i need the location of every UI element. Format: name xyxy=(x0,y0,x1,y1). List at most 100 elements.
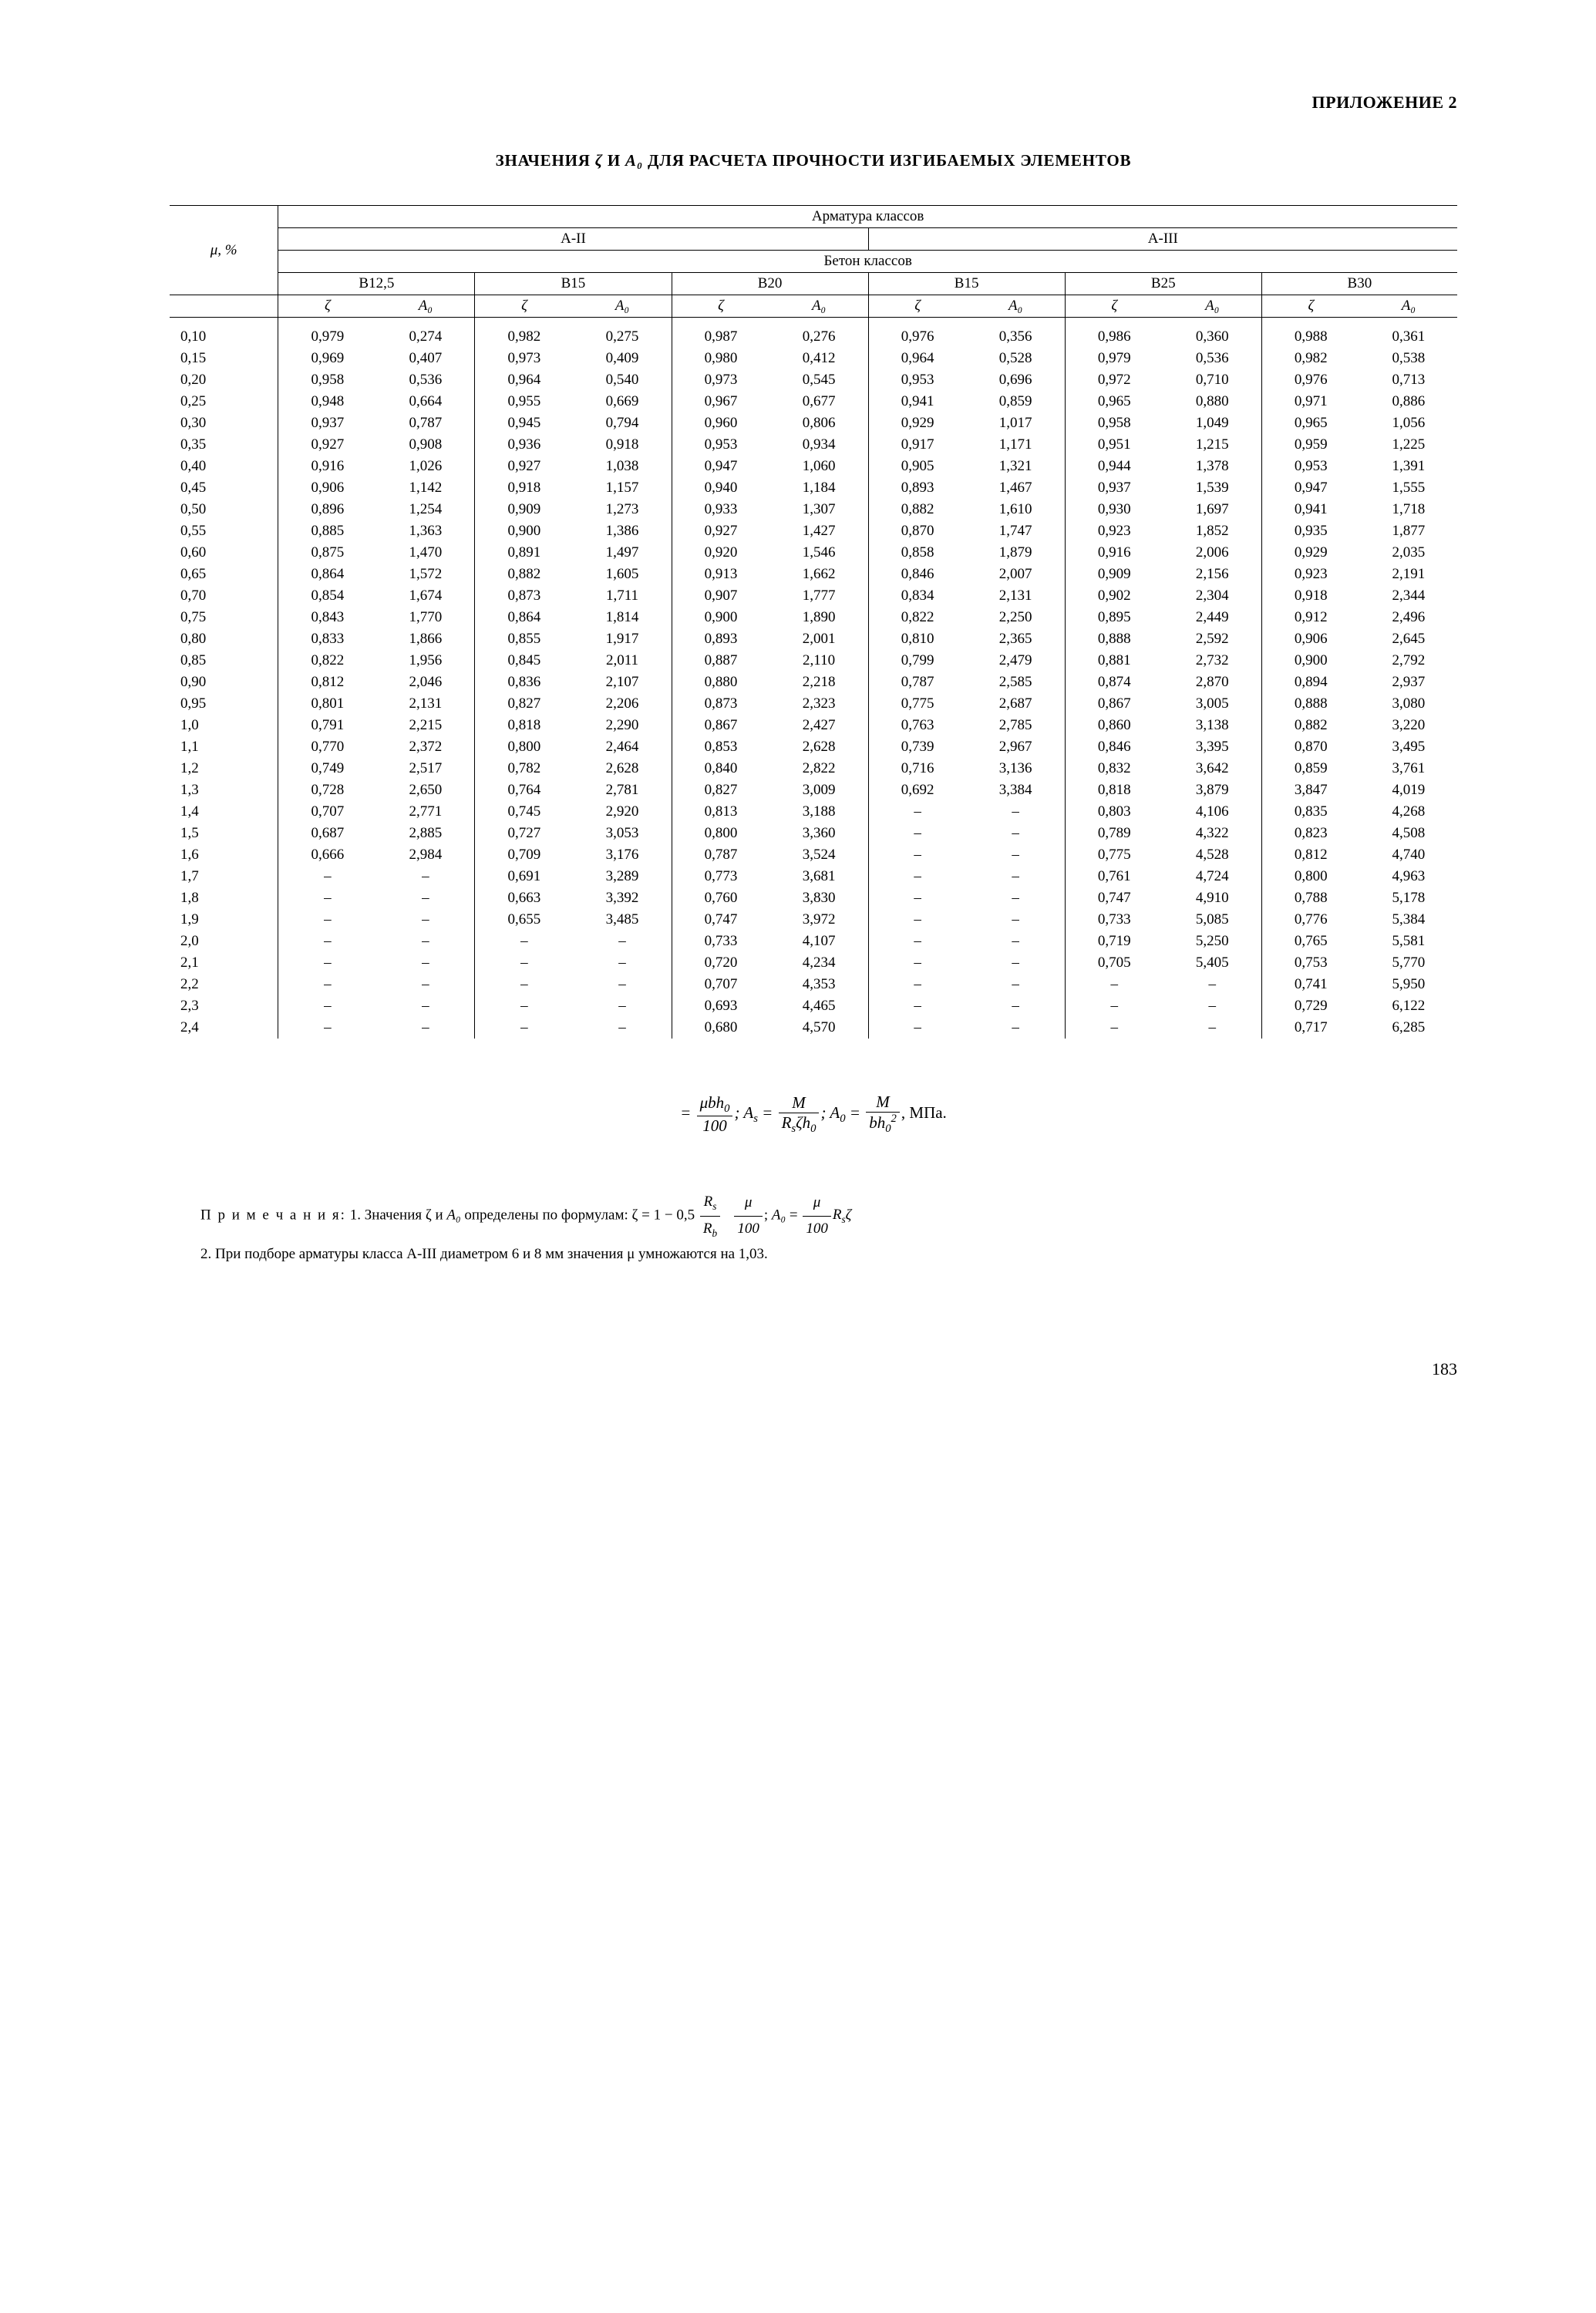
cell: 0,913 xyxy=(672,564,770,585)
cell: 0,909 xyxy=(475,499,574,520)
cell: 0,896 xyxy=(278,499,377,520)
cell: 0,834 xyxy=(868,585,967,607)
cell: 1,470 xyxy=(376,542,475,564)
mu: μ xyxy=(813,1194,821,1210)
cell: – xyxy=(376,974,475,995)
cell: 0,934 xyxy=(770,434,869,456)
cell: 2,011 xyxy=(573,650,672,672)
cell: 0,407 xyxy=(376,348,475,369)
cell: 2,732 xyxy=(1163,650,1262,672)
cell-mu: 0,10 xyxy=(170,318,278,348)
mubh0: μbh xyxy=(700,1093,725,1112)
header-a2: A-II xyxy=(278,228,868,251)
cell: 6,285 xyxy=(1360,1017,1457,1039)
cell: 0,806 xyxy=(770,412,869,434)
cell: 1,777 xyxy=(770,585,869,607)
cell: 1,546 xyxy=(770,542,869,564)
table-row: 2,2––––0,7074,353––––0,7415,950 xyxy=(170,974,1457,995)
den: 100 xyxy=(734,1217,763,1241)
sym-a0: A₀ xyxy=(1163,295,1262,318)
cell: 2,131 xyxy=(376,693,475,715)
R: R xyxy=(782,1113,792,1132)
cell: 2,585 xyxy=(967,672,1066,693)
cell: 0,741 xyxy=(1261,974,1360,995)
sym-a0: A₀ xyxy=(376,295,475,318)
cell: 0,845 xyxy=(475,650,574,672)
blank xyxy=(170,295,278,318)
cell: 0,965 xyxy=(1261,412,1360,434)
table-row: 0,700,8541,6740,8731,7110,9071,7770,8342… xyxy=(170,585,1457,607)
cell: 2,007 xyxy=(967,564,1066,585)
cell: 0,888 xyxy=(1065,628,1163,650)
cell: 0,873 xyxy=(475,585,574,607)
cell: – xyxy=(376,995,475,1017)
cell: 0,739 xyxy=(868,736,967,758)
cell: 0,979 xyxy=(278,318,377,348)
cell: 0,973 xyxy=(672,369,770,391)
cell: 0,936 xyxy=(475,434,574,456)
mpa: , МПа. xyxy=(901,1103,947,1122)
cell: 0,846 xyxy=(868,564,967,585)
cell: 0,705 xyxy=(1065,952,1163,974)
cell: 0,827 xyxy=(475,693,574,715)
cell: 0,691 xyxy=(475,866,574,887)
table-row: 0,250,9480,6640,9550,6690,9670,6770,9410… xyxy=(170,391,1457,412)
table-row: 2,0––––0,7334,107––0,7195,2500,7655,581 xyxy=(170,931,1457,952)
cell: 0,887 xyxy=(672,650,770,672)
sq: 2 xyxy=(891,1113,897,1125)
cell: 0,753 xyxy=(1261,952,1360,974)
cell: 1,718 xyxy=(1360,499,1457,520)
cell-mu: 0,35 xyxy=(170,434,278,456)
cell: 1,060 xyxy=(770,456,869,477)
cell: 4,234 xyxy=(770,952,869,974)
cell: 2,110 xyxy=(770,650,869,672)
cell: 1,157 xyxy=(573,477,672,499)
cell: 1,697 xyxy=(1163,499,1262,520)
cell: 0,900 xyxy=(1261,650,1360,672)
cell: 0,980 xyxy=(672,348,770,369)
mu-label: μ, % xyxy=(210,242,237,258)
cell: 4,724 xyxy=(1163,866,1262,887)
cell: 0,663 xyxy=(475,887,574,909)
sep: ; xyxy=(820,1103,830,1122)
table-row: 0,950,8012,1310,8272,2060,8732,3230,7752… xyxy=(170,693,1457,715)
cell: 0,870 xyxy=(1261,736,1360,758)
zeta: ζ xyxy=(846,1207,852,1223)
cell: 0,787 xyxy=(868,672,967,693)
cell: 1,890 xyxy=(770,607,869,628)
cell: – xyxy=(1163,974,1262,995)
cell-mu: 1,5 xyxy=(170,823,278,844)
cell-mu: 2,0 xyxy=(170,931,278,952)
table-row: 0,850,8221,9560,8452,0110,8872,1100,7992… xyxy=(170,650,1457,672)
col-mu: μ, % xyxy=(170,206,278,295)
cell: 0,822 xyxy=(278,650,377,672)
A: A xyxy=(830,1103,840,1122)
cell-mu: 0,50 xyxy=(170,499,278,520)
cell: 0,707 xyxy=(278,801,377,823)
cell: 0,733 xyxy=(672,931,770,952)
cell: 0,951 xyxy=(1065,434,1163,456)
cell: 0,940 xyxy=(672,477,770,499)
cell: – xyxy=(573,952,672,974)
table-row: 0,750,8431,7700,8641,8140,9001,8900,8222… xyxy=(170,607,1457,628)
cell: – xyxy=(967,995,1066,1017)
cell: – xyxy=(868,952,967,974)
cell: 5,950 xyxy=(1360,974,1457,995)
cell: 0,275 xyxy=(573,318,672,348)
cell: 1,184 xyxy=(770,477,869,499)
cell: 2,191 xyxy=(1360,564,1457,585)
appendix-label: ПРИЛОЖЕНИЕ 2 xyxy=(170,93,1457,113)
cell: 0,356 xyxy=(967,318,1066,348)
cell: 1,056 xyxy=(1360,412,1457,434)
cell: 0,947 xyxy=(1261,477,1360,499)
table-body: 0,100,9790,2740,9820,2750,9870,2760,9760… xyxy=(170,318,1457,1039)
cell: 0,947 xyxy=(672,456,770,477)
cell: 0,941 xyxy=(1261,499,1360,520)
R: R xyxy=(703,1220,712,1237)
cell: – xyxy=(475,974,574,995)
cell: 5,085 xyxy=(1163,909,1262,931)
cell: 3,395 xyxy=(1163,736,1262,758)
cell: 1,215 xyxy=(1163,434,1262,456)
cell: 0,953 xyxy=(868,369,967,391)
cell: 0,719 xyxy=(1065,931,1163,952)
